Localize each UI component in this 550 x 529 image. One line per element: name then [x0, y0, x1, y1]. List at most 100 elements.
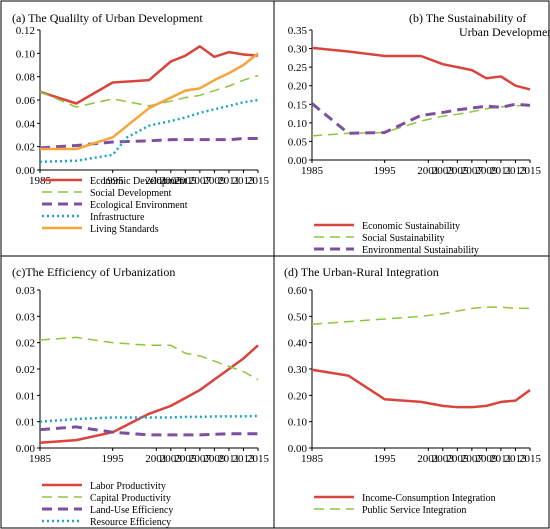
legend-label: Economic Development: [90, 176, 187, 187]
x-tick-label: 2007: [189, 453, 212, 465]
y-tick-label: 0.06: [16, 95, 36, 107]
chart-title: (b) The Sustainability of Urban Developme…: [409, 11, 550, 39]
legend-label: Resource Efficiency: [90, 517, 171, 528]
x-tick-label: 2015: [519, 453, 542, 465]
y-tick-label: 0.02: [16, 142, 35, 154]
legend-label: Ecological Environment: [90, 200, 188, 211]
legend-label: Income-Consumption Integration: [362, 493, 496, 504]
series-line-3: [311, 102, 531, 135]
series-line-4: [39, 98, 259, 164]
y-tick-label: 0.02: [16, 338, 35, 350]
x-tick-label: 1985: [301, 453, 324, 465]
series-line-3: [39, 425, 258, 437]
x-tick-label: 2005: [446, 453, 469, 465]
y-tick-label: 0.10: [288, 118, 308, 130]
y-tick-label: 0.04: [16, 118, 36, 130]
x-tick-label: 1985: [29, 175, 52, 187]
x-tick-label: 2005: [174, 453, 197, 465]
y-tick-label: 0.08: [16, 72, 36, 84]
x-tick-label: 2003: [432, 165, 455, 177]
y-tick-label: 0.40: [288, 338, 308, 350]
x-tick-label: 2001: [145, 175, 167, 187]
chart-panel-4: (d) The Urban-Rural Integration 0.00 0.10 0…: [284, 265, 542, 516]
y-tick-label: 0.00: [288, 443, 308, 455]
x-tick-label: 2015: [247, 175, 270, 187]
series-line-5: [40, 52, 259, 151]
series-line-2: [39, 336, 259, 381]
legend-label: Economic Sustainability: [362, 221, 460, 232]
y-tick-label: 0.00: [16, 165, 36, 177]
x-tick-label: 1995: [102, 175, 125, 187]
series-line-1: [39, 45, 259, 105]
x-tick-label: 1995: [374, 165, 397, 177]
x-tick-label: 2001: [417, 165, 439, 177]
series-line-1: [311, 46, 531, 91]
y-tick-label: 0.15: [288, 99, 308, 111]
chart-title: (d) The Urban-Rural Integration: [284, 265, 439, 279]
chart-title: (c)The Efficiency of Urbanization: [12, 265, 175, 279]
x-tick-label: 2001: [145, 453, 167, 465]
y-tick-label: 0.35: [288, 25, 308, 37]
x-tick-label: 2009: [203, 175, 226, 187]
y-tick-label: 0.02: [16, 364, 35, 376]
y-tick-label: 0.25: [288, 62, 308, 74]
x-tick-label: 2011: [218, 453, 240, 465]
x-tick-label: 2005: [174, 175, 197, 187]
y-tick-label: 0.01: [16, 417, 35, 429]
y-tick-label: 0.20: [288, 390, 308, 402]
x-tick-label: 2009: [475, 453, 498, 465]
series-line-3: [39, 137, 258, 150]
x-tick-label: 2007: [461, 453, 484, 465]
legend-label: Capital Productivity: [90, 493, 171, 504]
chart-title: (a) The Qualilty of Urban Development: [12, 11, 203, 25]
x-tick-label: 1995: [374, 453, 397, 465]
x-tick-label: 2005: [446, 165, 469, 177]
legend-label: Land-Use Efficiency: [90, 505, 173, 516]
x-tick-label: 2011: [218, 175, 240, 187]
x-tick-label: 2009: [475, 165, 498, 177]
legend-label: Social Development: [90, 188, 172, 199]
y-tick-label: 0.05: [288, 136, 308, 148]
x-tick-label: 2009: [203, 453, 226, 465]
x-tick-label: 2001: [417, 453, 439, 465]
legend-label: Public Service Integration: [362, 505, 466, 516]
y-tick-label: 0.03: [16, 311, 36, 323]
series-line-4: [39, 414, 259, 423]
chart-panel-1: (a) The Qualilty of Urban Development 0.0…: [12, 11, 270, 235]
y-tick-label: 0.30: [288, 44, 308, 56]
x-tick-label: 2013: [504, 165, 527, 177]
series-line-2: [311, 104, 531, 137]
x-tick-label: 2011: [490, 453, 512, 465]
y-tick-label: 0.20: [288, 81, 308, 93]
x-tick-label: 2013: [232, 175, 255, 187]
x-tick-label: 2011: [490, 165, 512, 177]
y-tick-label: 0.10: [16, 48, 36, 60]
y-tick-label: 0.03: [16, 285, 36, 297]
x-tick-label: 1995: [102, 453, 125, 465]
legend-label: Environmental Sustainability: [362, 245, 479, 256]
x-tick-label: 2007: [461, 165, 484, 177]
x-tick-label: 2015: [519, 165, 542, 177]
x-tick-label: 1985: [301, 165, 324, 177]
series-line-1: [311, 368, 531, 409]
x-tick-label: 2013: [504, 453, 527, 465]
legend-label: Labor Productivity: [90, 481, 166, 492]
x-tick-label: 2015: [247, 453, 270, 465]
y-tick-label: 0.12: [16, 25, 35, 37]
y-tick-label: 0.00: [288, 155, 308, 167]
x-tick-label: 1985: [29, 453, 52, 465]
x-tick-label: 2003: [432, 453, 455, 465]
x-tick-label: 2007: [189, 175, 212, 187]
chart-panel-2: (b) The Sustainability of Urban Developme…: [288, 11, 550, 256]
y-tick-label: 0.50: [288, 311, 308, 323]
x-tick-label: 2013: [232, 453, 255, 465]
series-line-1: [39, 344, 259, 444]
y-tick-label: 0.01: [16, 390, 35, 402]
x-tick-label: 2003: [160, 453, 183, 465]
chart-panel-3: (c)The Efficiency of Urbanization 0.00 0.0…: [12, 265, 270, 528]
y-tick-label: 0.00: [16, 443, 36, 455]
y-tick-label: 0.10: [288, 417, 308, 429]
legend-label: Infrastructure: [90, 212, 145, 223]
